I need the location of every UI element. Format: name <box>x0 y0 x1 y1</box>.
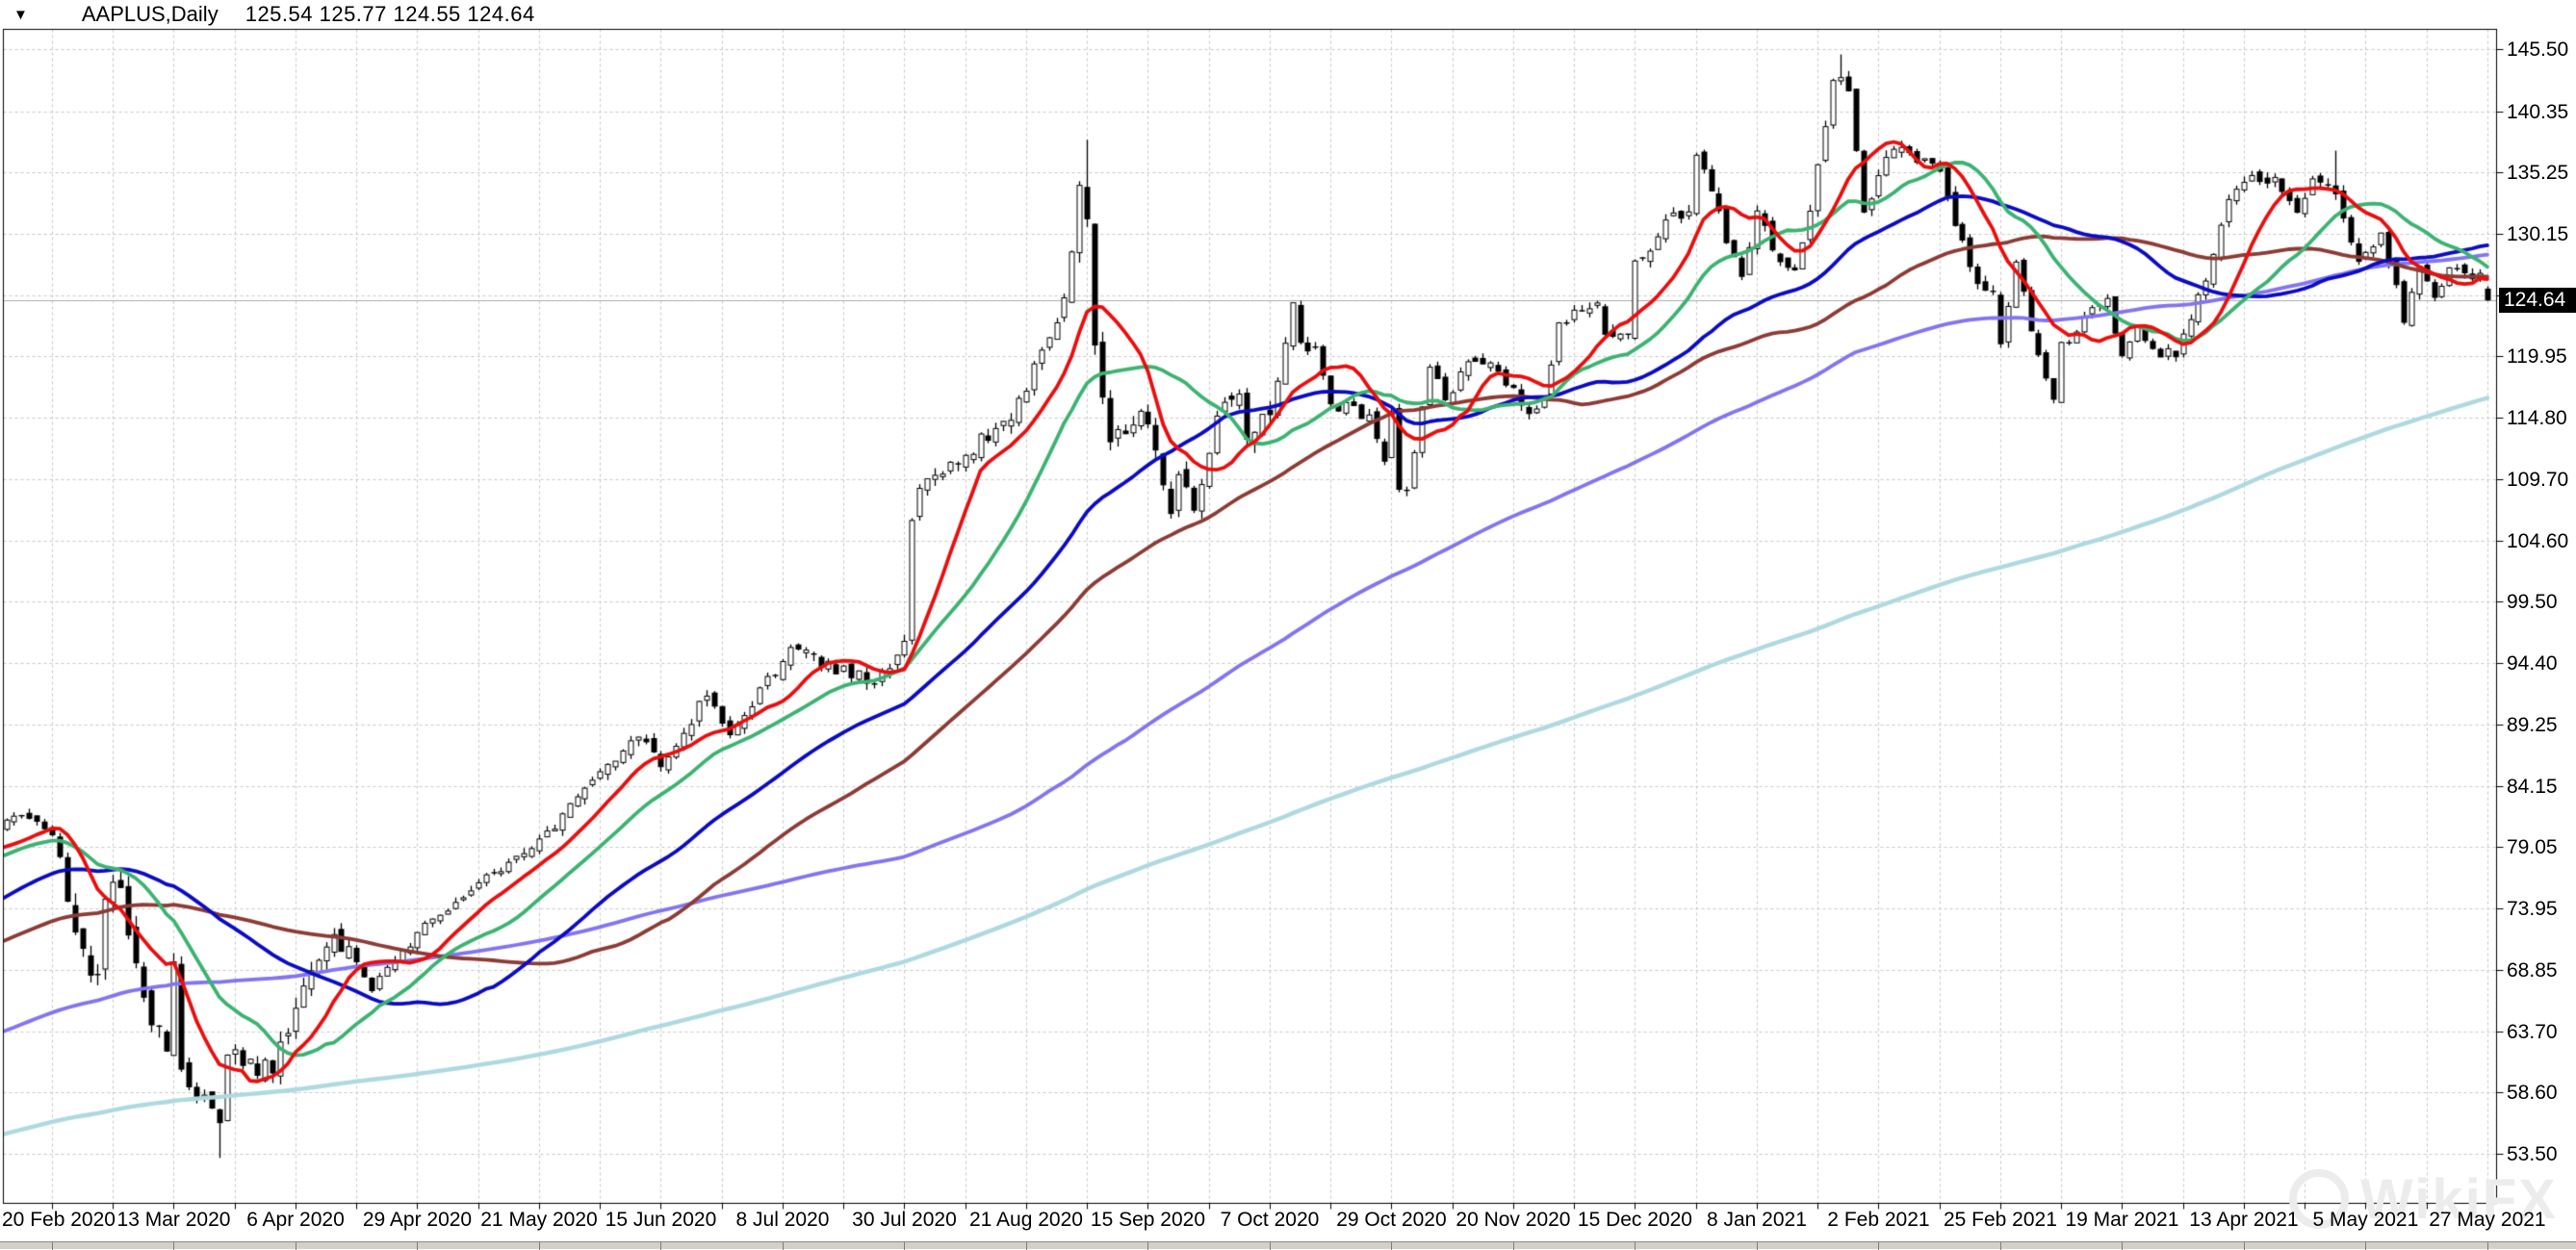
price-tick-label: 140.35 <box>2507 100 2569 123</box>
price-tick-label: 53.50 <box>2507 1142 2558 1165</box>
date-tick-label: 2 Feb 2021 <box>1827 1209 1930 1231</box>
price-tick-label: 109.70 <box>2507 468 2569 491</box>
price-tick-label: 119.95 <box>2507 345 2567 369</box>
price-tick-label: 63.70 <box>2507 1020 2558 1043</box>
date-tick-label: 29 Apr 2020 <box>362 1209 473 1231</box>
scrollbar-tick <box>1635 1242 1636 1250</box>
bottom-scrollbar-strip[interactable] <box>0 1241 2576 1250</box>
date-tick-label: 30 Jul 2020 <box>852 1209 957 1231</box>
current-price-badge: 124.64 <box>2499 287 2576 313</box>
date-tick-label: 5 May 2021 <box>2312 1209 2419 1231</box>
scrollbar-tick <box>1147 1242 1148 1250</box>
scrollbar-tick <box>1757 1242 1758 1250</box>
scrollbar-tick <box>2244 1242 2245 1250</box>
date-tick-label: 19 Mar 2021 <box>2065 1209 2179 1231</box>
price-tick-label: 79.05 <box>2507 836 2558 859</box>
date-tick-label: 25 Feb 2021 <box>1943 1209 2057 1231</box>
scrollbar-tick <box>2365 1242 2366 1250</box>
date-tick-label: 6 Apr 2020 <box>246 1209 345 1231</box>
symbol-dropdown-icon[interactable]: ▼ <box>13 6 28 23</box>
chart-title-bar: ▼ AAPLUS,Daily 125.54 125.77 124.55 124.… <box>13 2 535 27</box>
scrollbar-tick <box>783 1242 784 1250</box>
price-tick-label: 104.60 <box>2507 529 2569 552</box>
price-tick-label: 99.50 <box>2507 591 2558 614</box>
scrollbar-tick <box>1513 1242 1514 1250</box>
scrollbar-tick <box>2487 1242 2488 1250</box>
scrollbar-tick <box>660 1242 661 1250</box>
date-tick-label: 7 Oct 2020 <box>1220 1209 1320 1231</box>
ohlc-readout: 125.54 125.77 124.55 124.64 <box>245 2 535 26</box>
scrollbar-tick <box>1391 1242 1392 1250</box>
price-tick-label: 84.15 <box>2507 775 2558 798</box>
scrollbar-tick <box>2000 1242 2001 1250</box>
date-tick-label: 15 Dec 2020 <box>1577 1209 1692 1231</box>
price-tick-label: 114.80 <box>2507 407 2567 430</box>
date-tick-label: 15 Sep 2020 <box>1090 1209 1206 1231</box>
date-tick-label: 15 Jun 2020 <box>605 1209 717 1231</box>
date-tick-label: 13 Mar 2020 <box>116 1209 231 1231</box>
scrollbar-tick <box>1026 1242 1027 1250</box>
scrollbar-tick <box>2122 1242 2123 1250</box>
price-tick-label: 145.50 <box>2507 38 2569 62</box>
price-tick-label: 68.85 <box>2507 958 2558 982</box>
date-tick-label: 21 May 2020 <box>480 1209 598 1231</box>
date-tick-label: 20 Feb 2020 <box>2 1209 116 1231</box>
scrollbar-tick <box>539 1242 540 1250</box>
date-tick-label: 21 Aug 2020 <box>968 1209 1083 1231</box>
scrollbar-tick <box>417 1242 418 1250</box>
price-tick-label: 73.95 <box>2507 897 2558 920</box>
scrollbar-tick <box>52 1242 53 1250</box>
scrollbar-tick <box>173 1242 174 1250</box>
price-tick-label: 94.40 <box>2507 651 2558 675</box>
price-tick-label: 58.60 <box>2507 1082 2558 1105</box>
scrollbar-tick <box>1878 1242 1879 1250</box>
scrollbar-tick <box>904 1242 905 1250</box>
date-tick-label: 8 Jan 2021 <box>1706 1209 1807 1231</box>
price-tick-label: 130.15 <box>2507 222 2569 245</box>
date-tick-label: 27 May 2021 <box>2429 1209 2546 1231</box>
date-tick-label: 8 Jul 2020 <box>735 1209 830 1231</box>
date-tick-label: 29 Oct 2020 <box>1336 1209 1447 1231</box>
price-tick-label: 89.25 <box>2507 714 2558 737</box>
date-tick-label: 20 Nov 2020 <box>1455 1209 1571 1231</box>
price-tick-label: 135.25 <box>2507 162 2569 185</box>
date-tick-label: 13 Apr 2021 <box>2189 1209 2299 1231</box>
symbol-and-timeframe: AAPLUS,Daily <box>81 2 219 26</box>
scrollbar-tick <box>1270 1242 1271 1250</box>
